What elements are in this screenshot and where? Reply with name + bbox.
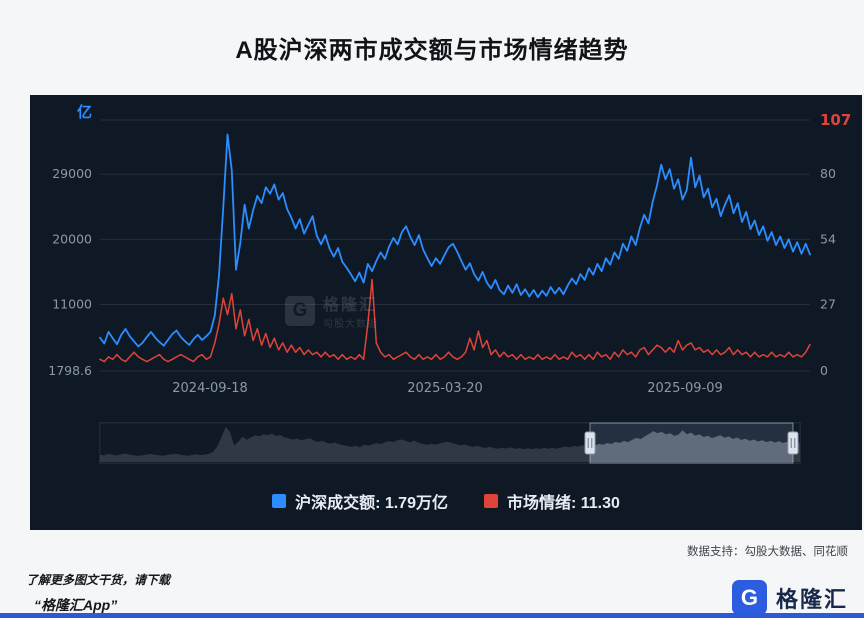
svg-text:亿: 亿: [77, 103, 92, 121]
bottom-accent-bar: [0, 613, 864, 618]
svg-text:29000: 29000: [52, 166, 92, 181]
svg-text:11000: 11000: [52, 296, 92, 311]
sentiment-series-swatch: [483, 494, 498, 508]
navigator-handle-left[interactable]: [584, 431, 596, 455]
svg-text:0: 0: [820, 363, 828, 378]
svg-text:27: 27: [820, 296, 836, 311]
legend-item-volume[interactable]: 沪深成交额: 1.79万亿: [272, 489, 448, 513]
series-line-1: [99, 278, 811, 363]
page-header: A股沪深两市成交额与市场情绪趋势: [0, 0, 864, 95]
promo-line-2: “格隆汇App”: [34, 597, 118, 613]
gelonghui-brand-name: 格隆汇: [775, 586, 848, 612]
svg-text:80: 80: [820, 166, 836, 181]
svg-text:2025-09-09: 2025-09-09: [647, 381, 723, 396]
navigator-selection[interactable]: [589, 422, 794, 464]
chart-panel: 1798.6 0 11000 27 20000 54 29000 80 亿 107 2024-09-…: [30, 95, 862, 530]
data-support-credit: 数据支持：勾股大数据、同花顺: [687, 546, 848, 558]
chart-canvas[interactable]: 1798.6 0 11000 27 20000 54 29000 80 亿 107 2024-09-…: [30, 95, 862, 530]
svg-text:1798.6: 1798.6: [48, 363, 92, 378]
navigator-handle-right[interactable]: [787, 431, 799, 455]
svg-text:107: 107: [820, 111, 851, 129]
gelonghui-logo-icon: G: [731, 580, 767, 615]
gelonghui-logo: G 格隆汇: [731, 580, 848, 615]
svg-text:54: 54: [820, 231, 836, 246]
legend-item-sentiment[interactable]: 市场情绪: 11.30: [483, 489, 620, 513]
volume-series-swatch: [272, 494, 287, 508]
svg-text:2025-03-20: 2025-03-20: [407, 381, 483, 396]
page-title: A股沪深两市成交额与市场情绪趋势: [235, 37, 629, 64]
svg-text:20000: 20000: [52, 231, 92, 246]
series-line-0: [99, 133, 811, 348]
svg-text:2024-09-18: 2024-09-18: [172, 381, 248, 396]
sentiment-legend-label: 市场情绪: 11.30: [506, 495, 620, 512]
chart-legend: 沪深成交额: 1.79万亿 市场情绪: 11.30: [30, 489, 862, 513]
volume-legend-label: 沪深成交额: 1.79万亿: [295, 495, 448, 512]
promo-line-1: 了解更多图文干货，请下载: [26, 573, 171, 587]
page-footer: 了解更多图文干货，请下载 “格隆汇App” G 格隆汇: [0, 559, 864, 618]
promo-text: 了解更多图文干货，请下载 “格隆汇App”: [26, 571, 170, 615]
